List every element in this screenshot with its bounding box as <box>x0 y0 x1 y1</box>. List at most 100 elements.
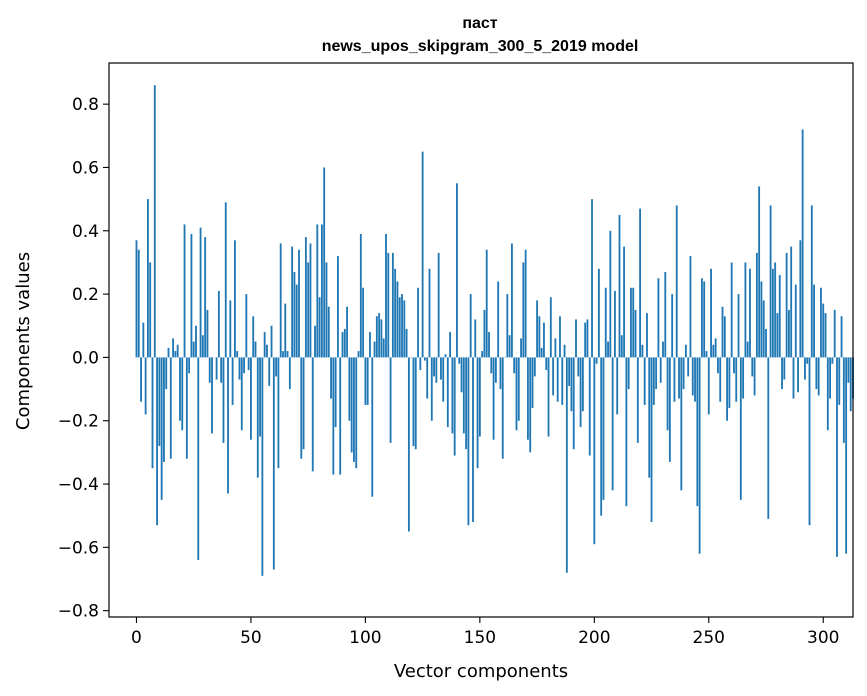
bar <box>586 319 589 358</box>
bar <box>424 357 426 361</box>
bar <box>396 281 399 358</box>
bar <box>462 357 465 434</box>
bar <box>332 357 335 475</box>
bar <box>701 278 703 358</box>
bar <box>231 357 234 405</box>
y-tick-label: 0.2 <box>72 285 99 305</box>
bar <box>723 316 726 358</box>
bar <box>355 357 358 469</box>
bar <box>227 357 229 494</box>
bar <box>414 357 417 450</box>
y-tick-label: −0.2 <box>58 412 99 432</box>
bar <box>428 268 431 358</box>
bar <box>794 284 797 358</box>
bar <box>346 306 348 358</box>
bar <box>588 357 591 456</box>
bar <box>250 357 252 440</box>
bar <box>804 357 806 380</box>
bar <box>744 262 747 358</box>
bar <box>211 357 213 434</box>
bar <box>158 357 161 447</box>
bar <box>238 357 241 380</box>
bar <box>607 341 609 358</box>
bar <box>465 357 468 450</box>
bar <box>717 357 719 374</box>
bar <box>668 357 671 462</box>
bar <box>286 351 289 358</box>
bar <box>169 357 172 459</box>
bar <box>247 357 250 371</box>
bar <box>144 357 147 415</box>
bar <box>488 332 490 358</box>
bar <box>391 252 394 358</box>
bar <box>652 357 655 405</box>
bar <box>648 357 651 478</box>
bar <box>499 357 502 390</box>
bar <box>430 357 433 421</box>
bar <box>714 338 717 358</box>
bar <box>694 357 696 402</box>
bar <box>233 240 236 358</box>
bar <box>572 357 575 450</box>
bar <box>167 347 170 358</box>
bar <box>543 322 545 358</box>
bar <box>655 357 658 390</box>
bar <box>407 357 410 532</box>
bar <box>689 256 692 358</box>
bar <box>710 268 712 358</box>
bar <box>538 316 541 358</box>
bar <box>787 309 790 358</box>
bar <box>577 357 580 377</box>
bar <box>838 357 841 405</box>
bar <box>307 262 310 358</box>
bar <box>733 357 735 374</box>
bar <box>627 357 630 390</box>
x-tick-label: 150 <box>464 628 496 648</box>
bar <box>389 357 392 443</box>
bar <box>195 325 197 358</box>
bar <box>401 294 403 358</box>
bar <box>156 357 158 526</box>
bar <box>721 306 724 358</box>
bar <box>325 262 328 358</box>
bar <box>563 344 566 358</box>
bar <box>813 284 815 358</box>
bar <box>314 325 316 358</box>
bar <box>696 357 699 507</box>
bar <box>460 357 463 393</box>
bar <box>707 357 710 415</box>
bar <box>570 357 573 412</box>
bar <box>801 129 804 358</box>
bar <box>581 357 584 412</box>
bar <box>366 357 369 405</box>
bar <box>778 275 781 358</box>
bar <box>691 357 694 396</box>
bar <box>215 357 218 380</box>
bar <box>735 357 738 402</box>
bar <box>412 357 415 447</box>
bar <box>437 252 440 358</box>
bar <box>288 357 291 390</box>
bar <box>845 357 848 554</box>
bar <box>529 357 532 453</box>
bar <box>568 357 571 386</box>
bar <box>385 233 387 358</box>
x-tick-label: 300 <box>807 628 839 648</box>
y-tick-label: −0.8 <box>58 602 99 622</box>
bar <box>840 316 843 358</box>
bar <box>492 357 495 440</box>
bar <box>609 230 612 358</box>
bar <box>204 237 207 358</box>
bar <box>662 341 664 358</box>
bar <box>387 252 390 358</box>
chart-title-line-2: news_upos_skipgram_300_5_2019 model <box>322 38 639 55</box>
bar <box>259 357 261 437</box>
bar <box>517 357 520 421</box>
x-tick-label: 200 <box>578 628 610 648</box>
bar <box>524 249 527 358</box>
bar <box>174 351 177 358</box>
bar <box>776 313 779 358</box>
bar <box>208 357 211 383</box>
bar <box>190 233 193 358</box>
bar <box>817 357 820 396</box>
